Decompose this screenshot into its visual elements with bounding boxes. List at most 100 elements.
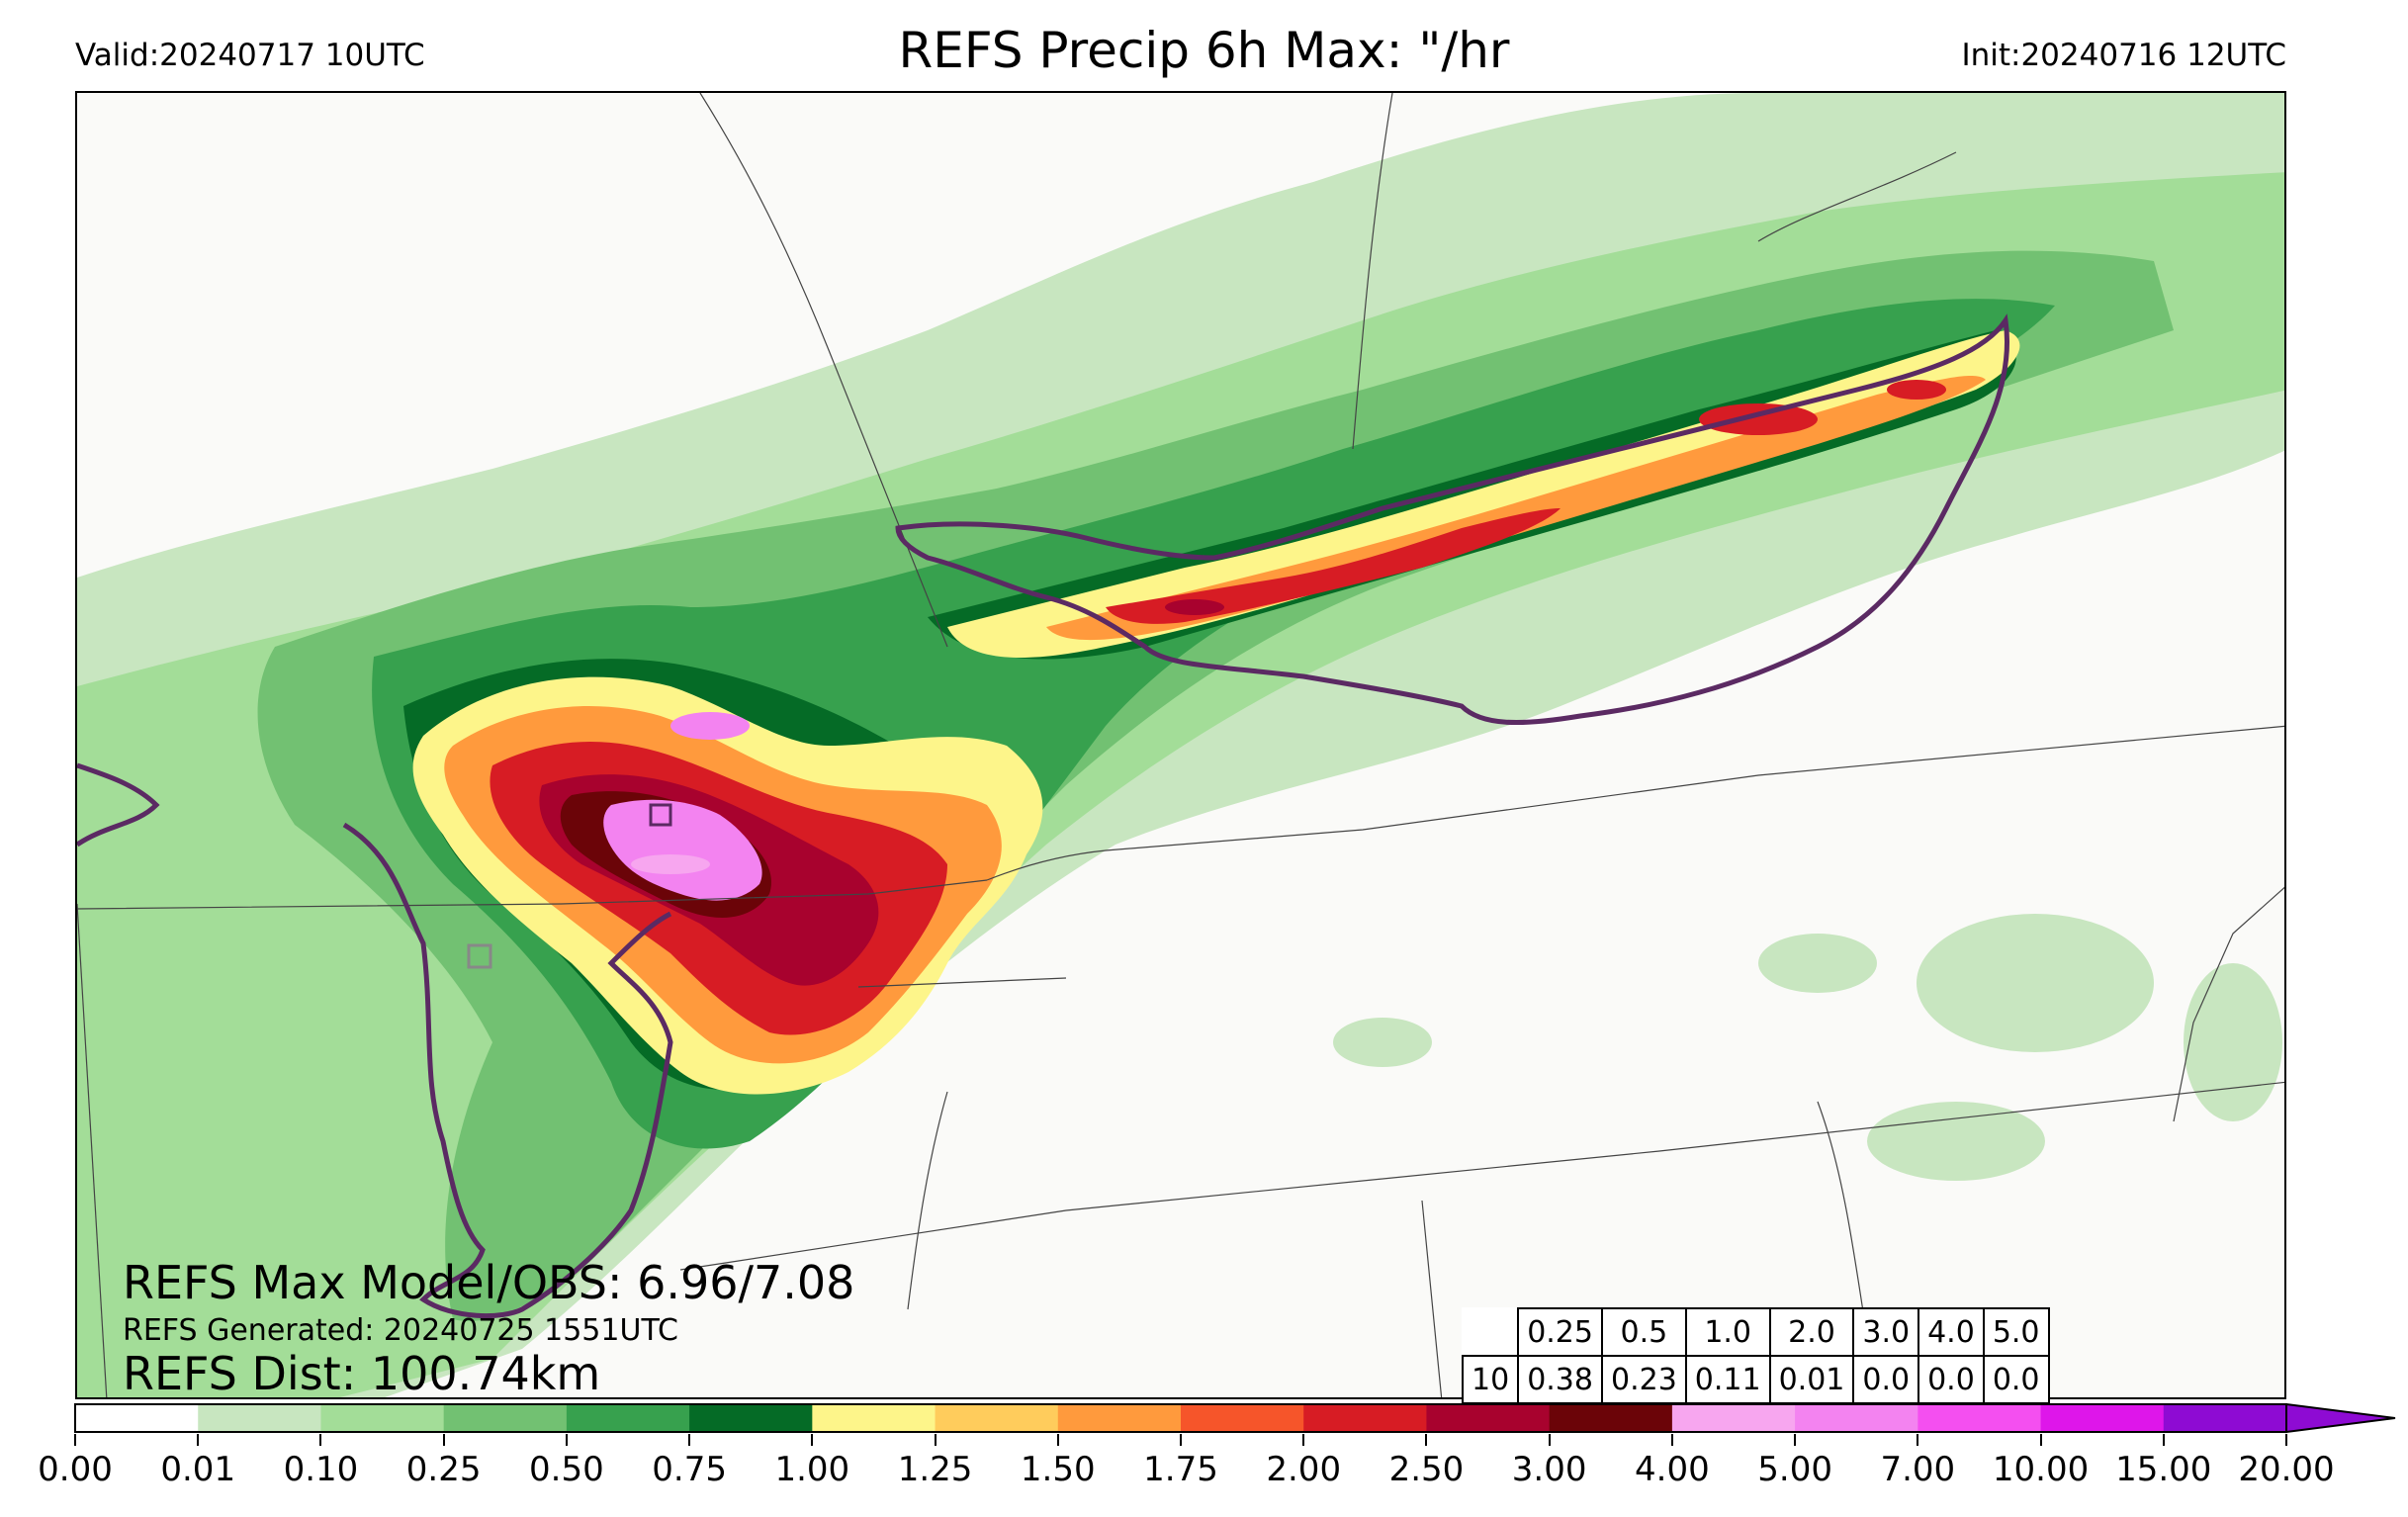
value-cell: 0.0 [1852, 1355, 1920, 1404]
colorbar-outline [74, 1403, 2287, 1433]
colorbar-tick-mark [1794, 1434, 1797, 1446]
colorbar-tick-label: 1.25 [897, 1450, 973, 1489]
valid-time-label: Valid:20240717 10UTC [75, 38, 425, 73]
colorbar-tick-label: 4.00 [1635, 1450, 1710, 1489]
colorbar-tick-mark [74, 1434, 76, 1446]
colorbar-segment [935, 1404, 1059, 1432]
value-cell: 0.38 [1517, 1355, 1603, 1404]
colorbar-ticks: 0.00 0.01 0.10 0.25 0.50 0.75 1.00 1.25 1.50 1.75… [0, 1434, 2408, 1513]
generated-time-label: REFS Generated: 20240725 1551UTC [123, 1313, 678, 1348]
precip-map[interactable]: REFS Max Model/OBS: 6.96/7.08 REFS Gener… [75, 91, 2286, 1399]
maroon-precip-cell [1165, 599, 1224, 615]
colorbar-segment [198, 1404, 321, 1432]
colorbar [74, 1402, 2396, 1434]
row-label-cell: 10 [1461, 1355, 1520, 1404]
value-cell: 0.0 [1917, 1355, 1985, 1404]
colorbar-tick-label: 2.50 [1388, 1450, 1465, 1489]
colorbar-tick-mark [688, 1434, 691, 1446]
red-precip-band [1106, 508, 1561, 624]
colorbar-tick-label: 1.00 [774, 1450, 850, 1489]
colorbar-tick-mark [1548, 1434, 1551, 1446]
init-time-label: Init:20240716 12UTC [1961, 38, 2286, 73]
threshold-cell: 1.0 [1684, 1307, 1771, 1357]
colorbar-tick-label: 1.50 [1020, 1450, 1096, 1489]
threshold-cell: 0.5 [1600, 1307, 1687, 1357]
value-cell: 0.01 [1768, 1355, 1855, 1404]
observed-contours [77, 313, 2009, 1318]
colorbar-tick-label: 7.00 [1880, 1450, 1956, 1489]
red-precip-cell [1699, 403, 1818, 435]
colorbar-segment [1426, 1404, 1551, 1432]
colorbar-segment [812, 1404, 936, 1432]
threshold-cell: 4.0 [1917, 1307, 1985, 1357]
colorbar-tick-mark [1180, 1434, 1182, 1446]
threshold-cell: 3.0 [1852, 1307, 1920, 1357]
colorbar-segment [1671, 1404, 1796, 1432]
colorbar-tick-label: 0.01 [160, 1450, 236, 1489]
threshold-cell: 0.25 [1517, 1307, 1603, 1357]
light-precip-blob [1333, 1018, 1432, 1067]
colorbar-tick-mark [565, 1434, 568, 1446]
colorbar-tick-label: 0.75 [652, 1450, 727, 1489]
table-corner [1463, 1308, 1518, 1356]
colorbar-segment [443, 1404, 568, 1432]
threshold-value-row: 10 0.38 0.23 0.11 0.01 0.0 0.0 0.0 [1461, 1355, 2050, 1404]
colorbar-extend-arrow [2285, 1402, 2396, 1434]
colorbar-segment [75, 1404, 199, 1432]
obs-marker [649, 803, 672, 827]
colorbar-tick-label: 20.00 [2238, 1450, 2335, 1489]
map-title: REFS Precip 6h Max: "/hr [898, 22, 1510, 79]
colorbar-tick-label: 15.00 [2115, 1450, 2212, 1489]
colorbar-segment [1917, 1404, 2042, 1432]
colorbar-tick-label: 2.00 [1266, 1450, 1342, 1489]
colorbar-tick-mark [1670, 1434, 1673, 1446]
obs-marker [467, 943, 492, 969]
max-model-obs-label: REFS Max Model/OBS: 6.96/7.08 [123, 1256, 855, 1309]
colorbar-tick-mark [1302, 1434, 1305, 1446]
light-precip-blob [1917, 914, 2154, 1052]
value-cell: 0.11 [1684, 1355, 1771, 1404]
colorbar-tick-label: 0.00 [38, 1450, 113, 1489]
map-canvas [77, 93, 2284, 1397]
threshold-cell: 2.0 [1768, 1307, 1855, 1357]
colorbar-tick-label: 10.00 [1992, 1450, 2090, 1489]
colorbar-tick-label: 0.50 [529, 1450, 604, 1489]
pink-precip-core [670, 712, 750, 740]
pink-precip-core [631, 854, 710, 874]
colorbar-segment [689, 1404, 813, 1432]
distance-label: REFS Dist: 100.74km [123, 1347, 601, 1399]
colorbar-tick-label: 0.25 [405, 1450, 482, 1489]
colorbar-tick-mark [197, 1434, 200, 1446]
colorbar-segment [1795, 1404, 1918, 1432]
colorbar-segment [2163, 1404, 2287, 1432]
threshold-cell: 5.0 [1982, 1307, 2050, 1357]
colorbar-segment [2040, 1404, 2165, 1432]
light-precip-blob [2184, 963, 2282, 1121]
colorbar-segment [320, 1404, 445, 1432]
colorbar-tick-mark [1056, 1434, 1059, 1446]
value-cell: 0.23 [1600, 1355, 1687, 1404]
colorbar-segment [1181, 1404, 1304, 1432]
orange-precip-band [1046, 375, 1986, 641]
colorbar-tick-mark [1425, 1434, 1428, 1446]
colorbar-tick-mark [319, 1434, 322, 1446]
colorbar-tick-mark [2285, 1434, 2287, 1446]
pink-precip-core [603, 799, 762, 901]
colorbar-tick-mark [2162, 1434, 2165, 1446]
colorbar-segment [1303, 1404, 1427, 1432]
colorbar-tick-mark [442, 1434, 445, 1446]
colorbar-tick-label: 0.10 [283, 1450, 359, 1489]
colorbar-tick-label: 1.75 [1143, 1450, 1218, 1489]
colorbar-tick-mark [2039, 1434, 2042, 1446]
light-precip-blob [1758, 934, 1877, 993]
colorbar-segment [566, 1404, 690, 1432]
colorbar-tick-mark [1917, 1434, 1919, 1446]
colorbar-segment [1057, 1404, 1182, 1432]
colorbar-segment [1549, 1404, 1673, 1432]
colorbar-tick-mark [934, 1434, 936, 1446]
colorbar-tick-label: 3.00 [1511, 1450, 1587, 1489]
threshold-table: 0.25 0.5 1.0 2.0 3.0 4.0 5.0 10 0.38 0.2… [1461, 1307, 2050, 1404]
red-precip-cell [1887, 380, 1946, 400]
light-precip-blob [1867, 1102, 2045, 1181]
value-cell: 0.0 [1982, 1355, 2050, 1404]
